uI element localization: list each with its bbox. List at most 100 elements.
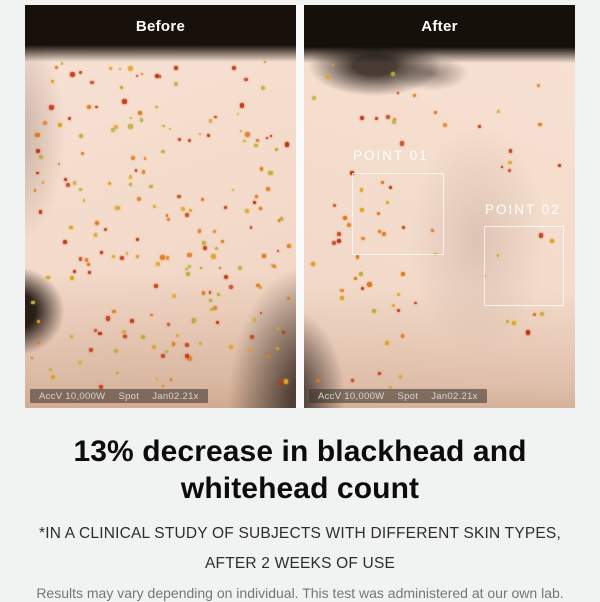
blemish-dot <box>30 356 33 360</box>
blemish-dot <box>483 274 487 278</box>
blemish-dot <box>266 187 271 191</box>
blemish-dot <box>337 232 342 237</box>
blemish-dot <box>392 303 396 308</box>
blemish-dot <box>89 347 94 352</box>
blemish-dot <box>165 214 169 217</box>
blemish-dot <box>50 375 55 380</box>
headline-line2: whitehead count <box>180 472 420 505</box>
blemish-dot <box>87 104 91 109</box>
blemish-dot <box>100 250 103 254</box>
before-after-comparison: Before AccV 10,000W Spot Jan02.21x After… <box>25 5 575 408</box>
blemish-dot <box>78 187 83 192</box>
blemish-dot <box>198 229 202 233</box>
blemish-dot <box>431 229 434 232</box>
blemish-dot <box>508 149 513 153</box>
blemish-dot <box>207 133 211 137</box>
blemish-dot <box>236 112 240 116</box>
blemish-dot <box>119 67 122 70</box>
blemish-dot <box>358 272 364 277</box>
blemish-dot <box>174 66 179 71</box>
blemish-dot <box>60 62 64 65</box>
blemish-dot <box>160 255 165 260</box>
blemish-dot <box>185 343 190 347</box>
blemish-dot <box>434 111 437 115</box>
blemish-dot <box>214 246 218 250</box>
blemish-dot <box>63 240 67 245</box>
blemish-dot <box>58 163 61 166</box>
blemish-dot <box>35 132 40 138</box>
blemish-dot <box>332 240 337 245</box>
blemish-dot <box>272 264 276 268</box>
blemish-dot <box>111 128 116 132</box>
blemish-dot <box>343 216 348 221</box>
blemish-dot <box>385 200 390 205</box>
blemish-dot <box>170 378 173 381</box>
blemish-dot <box>38 210 43 215</box>
blemish-dot <box>94 221 99 226</box>
blemish-dot <box>186 272 191 276</box>
blemish-dot <box>130 318 135 323</box>
blemish-dot <box>33 189 36 192</box>
blemish-dot <box>128 124 133 129</box>
blemish-dot <box>86 262 90 266</box>
blemish-dot <box>150 313 153 317</box>
blemish-dot <box>171 342 175 346</box>
blemish-dot <box>158 75 162 78</box>
blemish-dot <box>212 229 216 234</box>
blemish-dot <box>331 64 335 67</box>
blemish-dot <box>119 255 125 261</box>
blemish-dot <box>333 203 337 207</box>
blemish-dot <box>245 132 250 137</box>
blemish-dot <box>271 264 274 268</box>
blemish-dot <box>141 73 144 76</box>
blemish-dot <box>161 384 165 388</box>
blemish-dot <box>360 208 365 213</box>
blemish-dot <box>238 266 243 271</box>
blemish-dot <box>128 66 133 71</box>
point-annotations-layer: POINT 01 POINT 02 <box>304 5 575 408</box>
blemish-dot <box>213 305 218 310</box>
blemish-dot <box>550 239 555 244</box>
blemish-dot <box>360 115 365 120</box>
blemish-dot <box>208 291 212 295</box>
blemish-dot <box>377 371 382 375</box>
blemish-dot <box>211 254 216 259</box>
blemish-dot <box>315 378 320 383</box>
blemish-dot <box>208 119 213 123</box>
blemish-dot <box>123 334 127 339</box>
blemish-dot <box>198 132 202 136</box>
blemish-dot <box>42 121 47 126</box>
blemish-dot <box>214 115 218 119</box>
blemish-dot <box>165 256 170 260</box>
blemish-dot <box>219 267 222 270</box>
blemish-dot <box>392 117 396 121</box>
blemish-dot <box>122 99 127 104</box>
blemish-dot <box>267 355 270 358</box>
blemish-dot <box>38 154 44 159</box>
blemish-dot <box>167 217 171 221</box>
blemish-dot <box>497 109 501 113</box>
blemish-dot <box>80 151 85 156</box>
blemish-dot <box>54 66 58 70</box>
blemish-dot <box>255 195 259 199</box>
blemish-dot <box>381 232 386 237</box>
camera-meta-bar: AccV 10,000W Spot Jan02.21x <box>30 389 208 403</box>
blemish-dot <box>231 188 235 192</box>
blemish-dot <box>258 286 262 290</box>
blemish-dot <box>398 375 403 379</box>
blemish-dot <box>256 283 260 288</box>
after-label: After <box>421 18 458 35</box>
blemish-dot <box>103 227 107 231</box>
blemish-dot <box>252 318 257 322</box>
before-photo-panel: Before AccV 10,000W Spot Jan02.21x <box>25 5 296 408</box>
blemish-dot <box>41 181 45 185</box>
blemish-dot <box>116 372 119 375</box>
blemish-dot <box>538 122 542 127</box>
blemish-dot <box>136 197 141 201</box>
blemish-dot <box>249 226 253 229</box>
blemish-dot <box>177 194 181 199</box>
blemish-dot <box>401 225 406 230</box>
blemish-dot <box>155 105 158 109</box>
blemish-dot <box>49 367 53 371</box>
blemish-dot <box>378 229 382 234</box>
